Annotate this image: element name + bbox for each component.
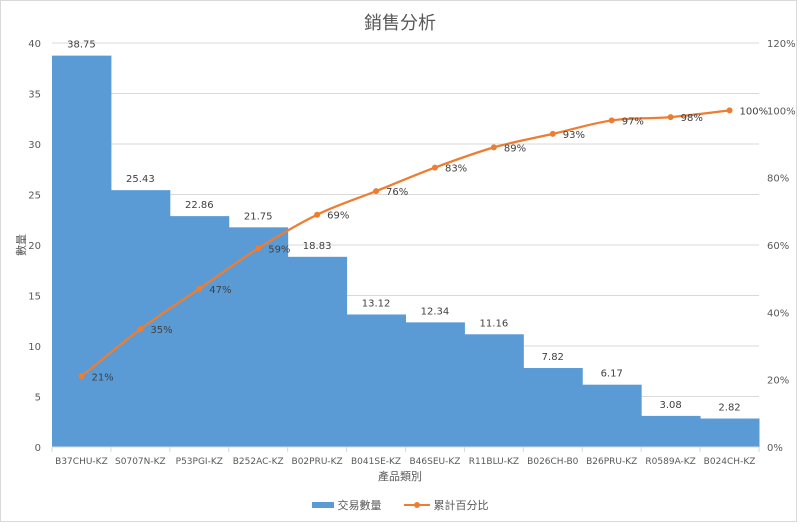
- bar-data-label: 13.12: [362, 298, 391, 309]
- x-tick-label: B02PRU-KZ: [292, 457, 343, 467]
- legend-label-line: 累計百分比: [433, 499, 489, 512]
- y-tick-label: 5: [35, 393, 41, 404]
- y-tick-label: 10: [28, 342, 41, 353]
- line-marker[interactable]: [608, 117, 615, 124]
- x-tick-label: B37CHU-KZ: [55, 457, 108, 467]
- bar-data-label: 22.86: [185, 200, 214, 211]
- bar[interactable]: [405, 322, 465, 447]
- bar[interactable]: [464, 334, 524, 447]
- bar-data-label: 21.75: [244, 211, 273, 222]
- line-data-label: 76%: [386, 187, 408, 198]
- line-marker[interactable]: [373, 188, 380, 195]
- bar[interactable]: [52, 55, 112, 447]
- y-tick-label: 20: [28, 241, 41, 252]
- x-tick-label: B26PRU-KZ: [586, 457, 637, 467]
- line-data-label: 21%: [91, 372, 113, 383]
- line-data-label: 35%: [150, 325, 172, 336]
- bar[interactable]: [228, 227, 289, 447]
- y-tick-label: 15: [28, 292, 41, 303]
- bar[interactable]: [110, 190, 171, 448]
- y-tick-label: 0: [35, 443, 41, 454]
- y-tick-label: 30: [28, 140, 41, 151]
- x-tick-label: P53PGI-KZ: [176, 457, 223, 467]
- line-marker[interactable]: [137, 326, 144, 333]
- y2-tick-label: 100%: [767, 106, 796, 117]
- line-marker[interactable]: [255, 245, 262, 252]
- x-tick-label: B026CH-B0: [527, 457, 579, 467]
- line-marker[interactable]: [431, 164, 438, 171]
- bar[interactable]: [523, 368, 583, 447]
- y-tick-label: 40: [28, 39, 41, 50]
- bar-data-label: 7.82: [542, 352, 564, 363]
- y2-tick-label: 40%: [767, 308, 789, 319]
- line-marker[interactable]: [314, 211, 321, 218]
- x-tick-label: B024CH-KZ: [704, 457, 756, 467]
- x-tick-label: B252AC-KZ: [233, 457, 284, 467]
- line-marker[interactable]: [78, 373, 85, 380]
- line-data-label: 59%: [268, 244, 290, 255]
- bar-data-label: 6.17: [601, 369, 623, 380]
- line-marker[interactable]: [490, 144, 497, 151]
- legend-label-bar: 交易數量: [337, 499, 382, 512]
- line-data-label: 83%: [445, 164, 467, 175]
- bar-data-label: 12.34: [421, 306, 450, 317]
- y-axis-title: 數量: [15, 234, 28, 256]
- line-marker[interactable]: [667, 114, 674, 121]
- line-data-label: 98%: [681, 113, 703, 124]
- line-marker[interactable]: [726, 107, 733, 114]
- bar[interactable]: [700, 418, 760, 447]
- chart-legend: 交易數量 累計百分比: [0, 497, 800, 513]
- line-data-label: 69%: [327, 211, 349, 222]
- line-marker[interactable]: [549, 130, 556, 137]
- line-data-label: 100%: [740, 106, 769, 117]
- bar-swatch-icon: [311, 502, 334, 508]
- y-tick-label: 35: [28, 90, 41, 101]
- bar[interactable]: [287, 256, 348, 447]
- x-tick-label: S0707N-KZ: [115, 457, 166, 467]
- y2-tick-label: 20%: [767, 376, 789, 387]
- bar-data-label: 2.82: [718, 403, 740, 414]
- line-data-label: 47%: [209, 285, 231, 296]
- y2-tick-label: 60%: [767, 241, 789, 252]
- bar-data-label: 3.08: [659, 400, 681, 411]
- bar-data-label: 25.43: [126, 174, 155, 185]
- y2-tick-label: 80%: [767, 174, 789, 185]
- x-tick-label: B46SEU-KZ: [409, 457, 460, 467]
- bar[interactable]: [346, 314, 406, 447]
- line-marker[interactable]: [196, 285, 203, 292]
- y2-tick-label: 120%: [767, 39, 796, 50]
- chart-title: 銷售分析: [364, 13, 436, 34]
- line-data-label: 97%: [622, 116, 644, 127]
- x-tick-label: R11BLU-KZ: [469, 457, 519, 467]
- line-data-label: 93%: [563, 130, 585, 141]
- x-axis-title: 產品類別: [378, 469, 422, 483]
- y2-tick-label: 0%: [767, 443, 783, 454]
- line-data-label: 89%: [504, 143, 526, 154]
- bar-data-label: 38.75: [67, 40, 96, 51]
- bar[interactable]: [582, 384, 642, 447]
- x-tick-label: B041SE-KZ: [351, 457, 401, 467]
- legend-item-bar[interactable]: 交易數量: [311, 497, 382, 513]
- line-marker-swatch-icon: [403, 501, 430, 509]
- bar-data-label: 18.83: [303, 241, 332, 252]
- bar[interactable]: [641, 415, 701, 447]
- y-tick-label: 25: [28, 191, 41, 202]
- legend-item-line[interactable]: 累計百分比: [403, 497, 489, 513]
- x-tick-label: R0589A-KZ: [645, 457, 695, 467]
- bar-data-label: 11.16: [480, 318, 509, 329]
- bar[interactable]: [169, 216, 230, 447]
